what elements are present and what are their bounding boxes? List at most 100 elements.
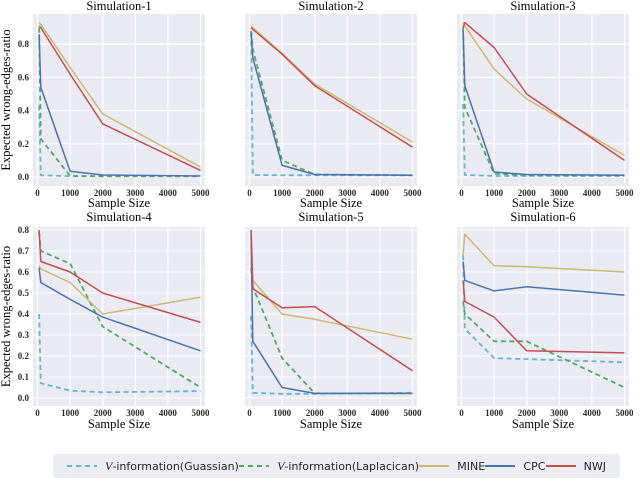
x-axis-label: Sample Size [300, 417, 363, 431]
x-tick-label: 1000 [273, 408, 292, 418]
legend-item-cpc: CPC [485, 459, 545, 474]
series-line-mine [462, 233, 625, 273]
x-tick-label: 3000 [550, 408, 569, 418]
series-line-nwj [38, 229, 201, 324]
legend-label: NWJ [583, 459, 606, 473]
legend-label: MINE [457, 459, 486, 473]
x-tick-label: 2000 [518, 188, 537, 198]
series-line-cpc [462, 261, 625, 296]
y-axis-label: Expected wrong-edges-ratio [0, 29, 13, 170]
x-tick-label: 2000 [94, 188, 113, 198]
x-tick-label: 4000 [583, 408, 602, 418]
series-line-nwj [462, 21, 625, 162]
x-tick-label: 1000 [61, 408, 80, 418]
x-tick-label: 3000 [338, 188, 357, 198]
x-tick-label: 3000 [126, 408, 145, 418]
x-tick-label: 1000 [273, 188, 292, 198]
x-tick-label: 4000 [371, 408, 390, 418]
x-tick-label: 1000 [485, 188, 504, 198]
y-tick-label: 0.0 [18, 172, 30, 182]
series-line-mine [38, 22, 201, 168]
series-line-cpc [38, 267, 201, 352]
series-line-v_gaussian [462, 103, 625, 177]
x-tick-label: 5000 [404, 408, 423, 418]
x-tick-label: 5000 [404, 188, 423, 198]
series-line-v_gaussian [462, 255, 625, 364]
gridlines [245, 14, 417, 186]
x-tick-label: 3000 [550, 188, 569, 198]
x-tick-label: 0 [35, 408, 40, 418]
gridlines [245, 227, 417, 406]
y-tick-label: 0.2 [18, 139, 30, 149]
legend-label: V-information(Guassian) [105, 458, 239, 473]
gridlines [457, 14, 629, 186]
solid-line-swatch-icon [545, 465, 576, 467]
x-tick-label: 2000 [94, 408, 113, 418]
plot-background [33, 14, 205, 186]
legend-item-nwj: NWJ [545, 459, 606, 474]
x-tick-label: 4000 [371, 188, 390, 198]
y-tick-label: 0.5 [18, 288, 30, 298]
y-tick-label: 0.6 [18, 267, 30, 277]
x-tick-label: 5000 [192, 408, 211, 418]
y-tick-label: 0.4 [18, 309, 30, 319]
x-axis-label: Sample Size [88, 417, 151, 431]
y-tick-label: 0.0 [18, 393, 30, 403]
subplot-title: Simulation-2 [298, 0, 363, 13]
series-line-nwj [462, 280, 625, 354]
x-axis-label: Sample Size [300, 196, 363, 210]
x-tick-label: 2000 [306, 408, 325, 418]
legend-item-mine: MINE [419, 459, 485, 474]
y-tick-label: 0.1 [18, 372, 30, 382]
x-tick-label: 3000 [126, 188, 145, 198]
y-tick-label: 0.3 [18, 330, 30, 340]
y-tick-label: 0.8 [18, 225, 30, 235]
subplot-title: Simulation-3 [510, 0, 575, 13]
x-tick-label: 1000 [61, 188, 80, 198]
subplot-simulation-3: Simulation-3 0 1000 2000 3000 4000 5000 Sample … [457, 0, 634, 210]
subplot-simulation-2: Simulation-2 0 1000 2000 3000 4000 5000 Sample … [245, 0, 422, 210]
series-line-cpc [250, 234, 413, 395]
y-axis-label: Expected wrong-edges-ratio [0, 246, 13, 387]
x-tick-label: 0 [247, 408, 252, 418]
series-line-cpc [462, 30, 625, 177]
x-axis-label: Sample Size [88, 196, 151, 210]
x-tick-label: 3000 [338, 408, 357, 418]
series-line-v_gaussian [250, 32, 413, 177]
solid-line-swatch-icon [419, 465, 450, 467]
subplot-title: Simulation-5 [298, 210, 363, 224]
legend-label: CPC [523, 459, 546, 473]
x-tick-label: 5000 [192, 188, 211, 198]
x-tick-label: 0 [247, 188, 252, 198]
plot-background [457, 14, 629, 186]
subplot-simulation-6: Simulation-6 0 1000 2000 3000 4000 5000 Sample … [457, 210, 634, 431]
series-line-v_laplacian [38, 27, 201, 178]
subplot-title: Simulation-1 [86, 0, 151, 13]
series-line-cpc [38, 34, 201, 177]
x-tick-label: 5000 [616, 408, 635, 418]
subplot-title: Simulation-6 [510, 210, 575, 224]
subplot-simulation-4: Simulation-4 0 1000 2000 3000 4000 5000 0.0 0.1 0… [0, 210, 210, 431]
legend-label: V-information(Laplacican) [277, 458, 419, 473]
x-tick-label: 4000 [159, 188, 178, 198]
y-tick-label: 0.4 [18, 106, 30, 116]
x-tick-label: 2000 [306, 188, 325, 198]
subplot-title: Simulation-4 [86, 210, 152, 224]
series-line-nwj [250, 229, 413, 372]
legend-item-v-information-laplacian: V-information(Laplacican) [239, 459, 419, 474]
x-tick-label: 0 [459, 188, 464, 198]
y-tick-label: 0.2 [18, 351, 30, 361]
series-line-v_laplacian [462, 301, 625, 389]
x-tick-label: 0 [35, 188, 40, 198]
x-tick-label: 4000 [159, 408, 178, 418]
subplot-simulation-1: Simulation-1 0 1000 2000 3000 4000 5000 0.0 0.2 0… [0, 0, 210, 210]
y-tick-label: 0.8 [18, 39, 30, 49]
series-line-nwj [38, 25, 201, 172]
x-tick-label: 2000 [518, 408, 537, 418]
y-tick-label: 0.6 [18, 72, 30, 82]
series-line-nwj [250, 27, 413, 148]
dashed-line-swatch-icon [67, 465, 97, 467]
series-line-v_gaussian [38, 313, 201, 394]
subplot-simulation-5: Simulation-5 0 1000 2000 3000 4000 5000 Sample … [245, 210, 422, 431]
